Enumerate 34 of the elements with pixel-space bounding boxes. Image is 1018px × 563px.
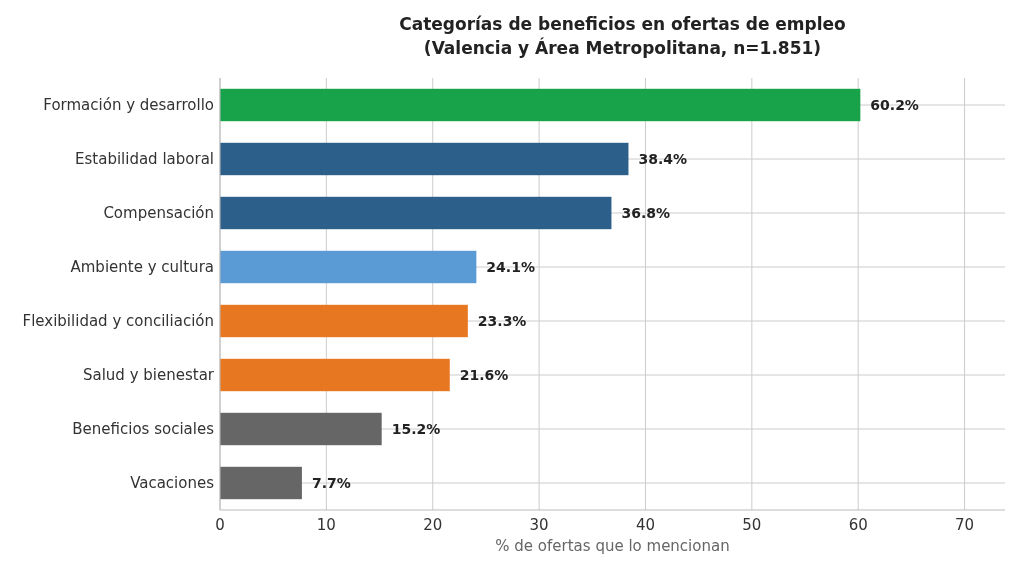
data-label: 38.4% bbox=[638, 150, 688, 167]
data-label: 21.6% bbox=[459, 366, 509, 383]
data-label: 15.2% bbox=[391, 420, 441, 437]
data-label: 36.8% bbox=[621, 204, 671, 221]
data-label: 60.2% bbox=[870, 96, 919, 113]
x-tick-label: 50 bbox=[742, 516, 762, 534]
x-tick-label: 30 bbox=[529, 516, 549, 534]
data-label: 7.7% bbox=[311, 474, 351, 491]
chart-title: Categorías de beneficios en ofertas de empleo (Valencia y Área Metropolitana, n=1.851) bbox=[399, 14, 846, 58]
data-label: 23.3% bbox=[477, 312, 527, 329]
bar bbox=[220, 358, 450, 392]
y-tick-label: Salud y bienestar bbox=[82, 366, 215, 385]
bar bbox=[220, 466, 302, 500]
y-tick-label: Compensación bbox=[103, 204, 214, 223]
bar bbox=[220, 304, 468, 338]
x-axis-title: % de ofertas que lo mencionan bbox=[495, 537, 730, 555]
bar bbox=[220, 250, 477, 284]
y-tick-label: Estabilidad laboral bbox=[75, 150, 214, 169]
x-tick-label: 60 bbox=[848, 516, 868, 534]
bar bbox=[220, 88, 861, 122]
y-tick-label: Ambiente y cultura bbox=[70, 258, 214, 277]
y-tick-label: Flexibilidad y conciliación bbox=[22, 312, 214, 331]
x-tick-label: 20 bbox=[423, 516, 443, 534]
y-tick-label: Beneficios sociales bbox=[72, 420, 215, 439]
y-tick-label: Vacaciones bbox=[130, 474, 215, 493]
x-tick-label: 40 bbox=[635, 516, 656, 534]
data-label: 24.1% bbox=[486, 258, 535, 275]
x-tick-label: 10 bbox=[316, 516, 336, 534]
bar bbox=[220, 142, 629, 176]
x-tick-label: 70 bbox=[955, 516, 975, 534]
y-tick-label: Formación y desarrollo bbox=[43, 96, 214, 115]
x-tick-label: 0 bbox=[215, 516, 225, 534]
bar bbox=[220, 412, 382, 446]
bar bbox=[220, 196, 612, 230]
